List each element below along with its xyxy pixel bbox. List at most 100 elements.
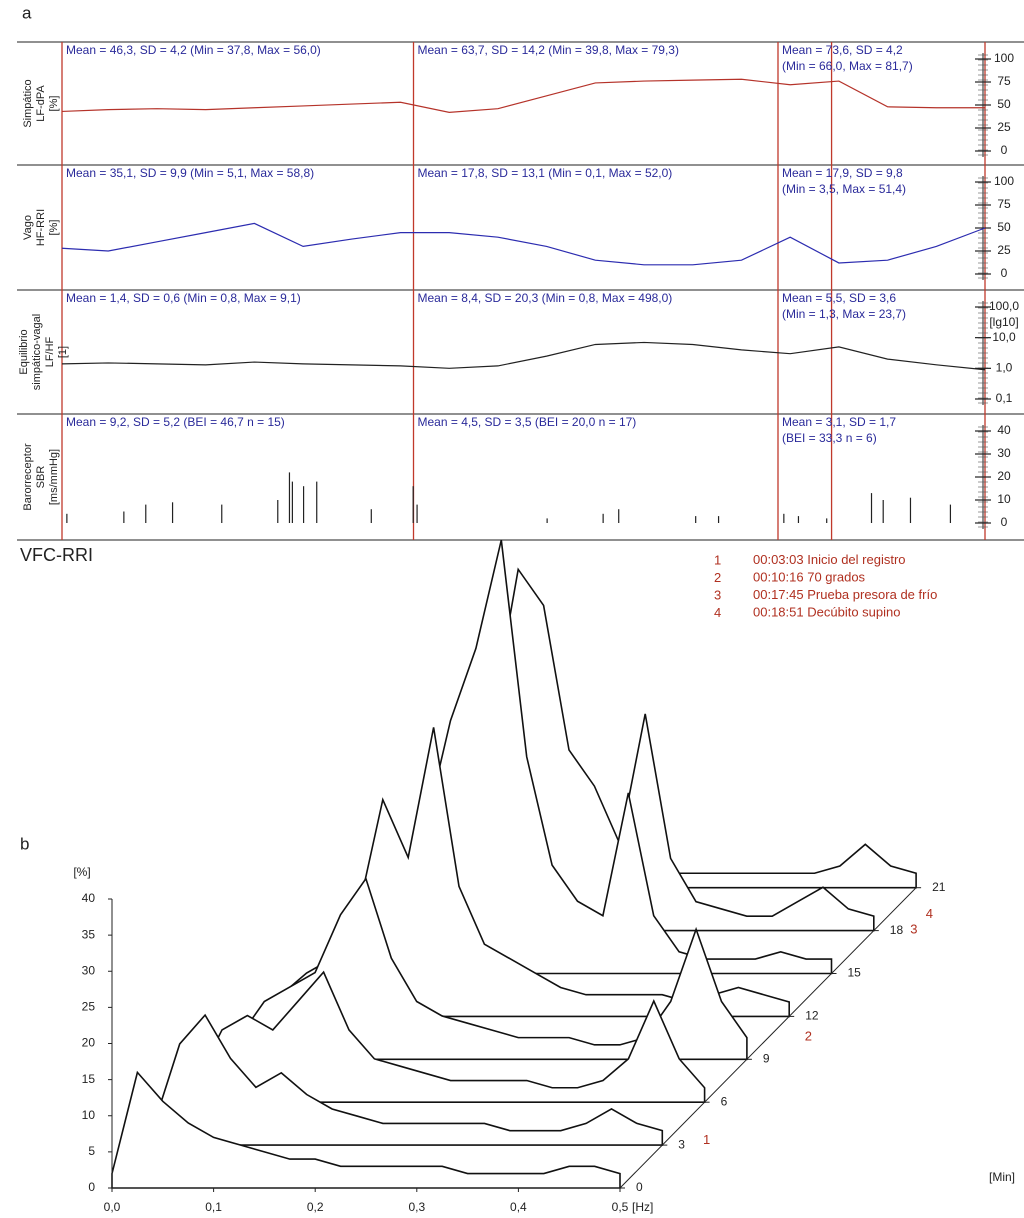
- y-label: SBR: [35, 466, 47, 489]
- event-marker: 2: [805, 1029, 812, 1044]
- event-desc: Prueba presora de frío: [807, 587, 937, 602]
- y-label: Barorreceptor: [22, 443, 34, 511]
- z-axis: [619, 887, 917, 1189]
- panel-label: a: [22, 3, 32, 22]
- stat-text: (Min = 1,3, Max = 23,7): [782, 307, 906, 321]
- event-desc: 70 grados: [807, 570, 865, 585]
- y-label: HF-RRI: [35, 209, 47, 246]
- stat-text: (BEI = 33,3 n = 6): [782, 431, 877, 445]
- event-marker: 1: [703, 1132, 710, 1147]
- z-label: [Min]: [989, 1170, 1015, 1184]
- stat-text: Mean = 1,4, SD = 0,6 (Min = 0,8, Max = 9…: [66, 291, 301, 305]
- y-tick-label: 20: [997, 469, 1011, 483]
- stat-text: (Min = 66,0, Max = 81,7): [782, 59, 913, 73]
- y-label: Vago: [22, 215, 34, 240]
- event-time: 00:10:16: [753, 570, 804, 585]
- y-tick-label: 0,1: [996, 391, 1013, 405]
- y-label: [%]: [73, 865, 90, 879]
- y-tick-label: 0: [88, 1180, 95, 1194]
- stat-text: Mean = 35,1, SD = 9,9 (Min = 5,1, Max = …: [66, 166, 314, 180]
- y-tick-label: 10,0: [992, 330, 1016, 344]
- spectrum: [111, 1070, 621, 1189]
- event-desc: Inicio del registro: [807, 552, 905, 567]
- z-tick-label: 18: [890, 923, 904, 937]
- stat-text: Mean = 8,4, SD = 20,3 (Min = 0,8, Max = …: [418, 291, 673, 305]
- stat-text: Mean = 46,3, SD = 4,2 (Min = 37,8, Max =…: [66, 43, 321, 57]
- y-tick-label: 10: [997, 492, 1011, 506]
- stat-text: Mean = 9,2, SD = 5,2 (BEI = 46,7 n = 15): [66, 415, 285, 429]
- y-label: simpático-vagal: [31, 314, 43, 390]
- z-tick-label: 6: [721, 1094, 728, 1108]
- event-desc: Decúbito supino: [807, 605, 900, 620]
- z-tick-label: 9: [763, 1051, 770, 1065]
- spectrum: [238, 876, 748, 1061]
- y-label: [%]: [48, 96, 60, 112]
- stat-text: Mean = 5,5, SD = 3,6: [782, 291, 896, 305]
- trace: [61, 78, 985, 113]
- x-tick-label: 0,1: [205, 1200, 222, 1214]
- y-tick-label: 40: [82, 891, 96, 905]
- y-unit: [lg10]: [989, 315, 1018, 329]
- stat-text: Mean = 73,6, SD = 4,2: [782, 43, 903, 57]
- y-tick-label: 25: [82, 1000, 96, 1014]
- stat-text: Mean = 4,5, SD = 3,5 (BEI = 20,0 n = 17): [418, 415, 637, 429]
- x-tick-label: 0,4: [510, 1200, 527, 1214]
- stat-text: Mean = 17,8, SD = 13,1 (Min = 0,1, Max =…: [418, 166, 673, 180]
- y-tick-label: 0: [1001, 266, 1008, 280]
- stat-text: (Min = 3,5, Max = 51,4): [782, 182, 906, 196]
- y-tick-label: 30: [997, 446, 1011, 460]
- panel-label: b: [20, 834, 29, 853]
- y-tick-label: 100: [994, 174, 1014, 188]
- trace: [61, 222, 986, 266]
- z-tick-label: 0: [636, 1180, 643, 1194]
- y-tick-label: 10: [82, 1108, 96, 1122]
- event-time: 00:18:51: [753, 605, 804, 620]
- stat-text: Mean = 3,1, SD = 1,7: [782, 415, 896, 429]
- spectrum: [153, 1013, 664, 1146]
- x-tick-label: 0,2: [307, 1200, 324, 1214]
- y-tick-label: 1,0: [996, 361, 1013, 375]
- y-tick-label: 25: [997, 243, 1011, 257]
- y-label: [%]: [48, 220, 60, 236]
- z-tick-label: 3: [678, 1137, 685, 1151]
- y-label: Simpático: [22, 79, 34, 127]
- event-text: 00:10:16 70 grados: [753, 570, 866, 585]
- y-tick-label: 0: [1001, 515, 1008, 529]
- y-tick-label: 75: [997, 197, 1011, 211]
- y-tick-label: 35: [82, 927, 96, 941]
- event-text: 00:18:51 Decúbito supino: [753, 605, 900, 620]
- spectrum-title: VFC-RRI: [20, 545, 93, 565]
- z-tick-label: 15: [848, 966, 862, 980]
- y-tick-label: 100: [994, 51, 1014, 65]
- y-tick-label: 0: [1001, 143, 1008, 157]
- y-tick-label: 30: [82, 963, 96, 977]
- y-label: Equilibrio: [18, 329, 30, 374]
- y-label: LF-dPA: [35, 85, 47, 122]
- y-label: LF/HF: [44, 336, 56, 367]
- z-tick-label: 21: [932, 880, 946, 894]
- x-label: [Hz]: [632, 1200, 653, 1214]
- y-tick-label: 25: [997, 120, 1011, 134]
- event-text: 00:03:03 Inicio del registro: [753, 552, 906, 567]
- y-tick-label: 50: [997, 220, 1011, 234]
- stat-text: Mean = 17,9, SD = 9,8: [782, 166, 903, 180]
- event-number: 1: [714, 552, 721, 567]
- x-tick-label: 0,5: [612, 1200, 629, 1214]
- y-tick-label: 40: [997, 423, 1011, 437]
- event-number: 2: [714, 570, 721, 585]
- event-number: 3: [714, 587, 721, 602]
- y-tick-label: 5: [88, 1144, 95, 1158]
- y-tick-label: 50: [997, 97, 1011, 111]
- y-label: [ms/mmHg]: [48, 449, 60, 505]
- event-text: 00:17:45 Prueba presora de frío: [753, 587, 937, 602]
- x-tick-label: 0,0: [104, 1200, 121, 1214]
- trace: [61, 341, 986, 371]
- y-tick-label: 20: [82, 1036, 96, 1050]
- y-tick-label: 75: [997, 74, 1011, 88]
- spectrum: [195, 970, 706, 1103]
- y-tick-label: 100,0: [989, 299, 1019, 313]
- stat-text: Mean = 63,7, SD = 14,2 (Min = 39,8, Max …: [418, 43, 679, 57]
- event-marker: 4: [926, 906, 933, 921]
- x-tick-label: 0,3: [408, 1200, 425, 1214]
